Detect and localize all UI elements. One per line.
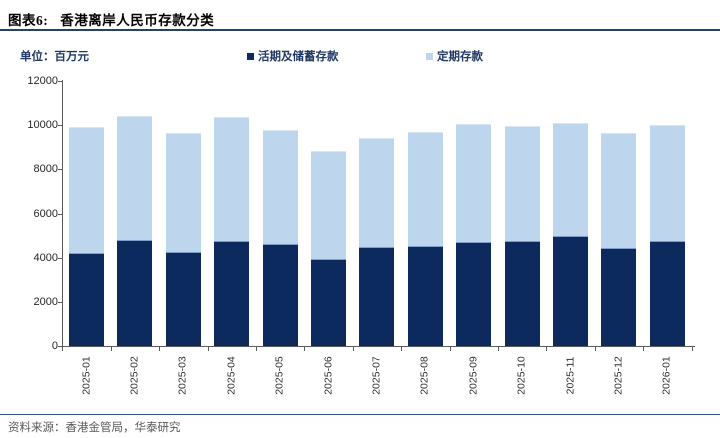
bar-segment-demand-savings	[117, 240, 153, 346]
bar-segment-demand-savings	[311, 258, 346, 346]
bar-segment-time-deposits	[311, 150, 346, 259]
bar-segment-time-deposits	[649, 125, 685, 242]
x-tick-mark	[497, 347, 499, 351]
x-tick-label: 2025-07	[370, 356, 383, 395]
bar-segment-demand-savings	[214, 241, 250, 346]
bar-segment-time-deposits	[69, 127, 104, 254]
legend-item-demand-savings: 活期及储蓄存款	[247, 48, 339, 64]
bar-segment-demand-savings	[553, 235, 588, 346]
x-tick-label: 2025-10	[515, 356, 528, 395]
source-note: 资料来源：香港金管局，华泰研究	[8, 422, 181, 434]
x-tick-label: 2025-04	[225, 356, 238, 395]
bar-segment-time-deposits	[165, 132, 201, 253]
x-tick-mark	[62, 347, 64, 351]
bar-segment-demand-savings	[649, 241, 685, 346]
y-tick-label: 2000	[33, 295, 58, 308]
y-tick-mark	[58, 125, 62, 127]
bar-segment-demand-savings	[165, 252, 201, 346]
y-tick-label: 12000	[27, 75, 58, 87]
bar-segment-demand-savings	[601, 247, 637, 346]
x-tick-label: 2025-08	[418, 356, 431, 395]
unit-label: 单位：百万元	[20, 51, 89, 63]
bar-segment-time-deposits	[504, 126, 540, 242]
x-tick-label: 2026-01	[660, 356, 673, 395]
y-tick-mark	[58, 257, 62, 259]
y-tick-mark	[58, 81, 62, 82]
y-tick-label: 8000	[33, 163, 58, 176]
x-tick-mark	[691, 347, 693, 351]
bar-segment-time-deposits	[214, 117, 250, 242]
x-tick-mark	[449, 347, 451, 351]
legend-label-time-deposits: 定期存款	[437, 51, 483, 63]
x-tick-label: 2025-01	[80, 356, 92, 395]
y-tick-label: 0	[51, 340, 58, 352]
bar-segment-demand-savings	[504, 241, 540, 346]
y-tick-label: 10000	[27, 119, 58, 132]
y-tick-mark	[58, 169, 62, 171]
y-axis-line	[62, 80, 63, 347]
bar-segment-time-deposits	[456, 124, 492, 243]
x-tick-mark	[207, 347, 209, 351]
y-tick-mark	[58, 213, 62, 215]
bar-segment-demand-savings	[456, 242, 492, 346]
bar-segment-time-deposits	[407, 131, 443, 246]
y-tick-mark	[58, 346, 62, 347]
y-tick-mark	[58, 301, 62, 303]
legend-marker-demand-savings-icon	[247, 52, 254, 60]
bar-segment-demand-savings	[359, 246, 395, 346]
bar-segment-demand-savings	[69, 253, 104, 346]
x-tick-label: 2025-03	[176, 356, 189, 395]
figure-number-label: 图表6:	[8, 13, 49, 28]
x-tick-mark	[159, 347, 161, 351]
x-tick-label: 2025-06	[322, 356, 334, 395]
y-tick-label: 4000	[33, 251, 58, 264]
legend-item-time-deposits: 定期存款	[426, 48, 483, 64]
bar-segment-time-deposits	[359, 138, 395, 247]
bar-segment-demand-savings	[407, 245, 443, 346]
x-tick-label: 2025-12	[612, 356, 625, 395]
x-axis-line	[62, 346, 695, 347]
bar-segment-time-deposits	[117, 116, 153, 240]
bar-segment-time-deposits	[262, 129, 298, 245]
x-tick-label: 2025-09	[467, 356, 480, 395]
legend-label-demand-savings: 活期及储蓄存款	[258, 51, 339, 63]
y-tick-label: 6000	[33, 207, 58, 220]
x-tick-mark	[546, 347, 548, 351]
x-tick-label: 2025-11	[564, 356, 576, 395]
x-tick-mark	[255, 347, 257, 351]
figure-title: 图表6: 香港离岸人民币存款分类	[8, 9, 214, 29]
bar-segment-time-deposits	[553, 122, 588, 236]
x-tick-mark	[352, 347, 354, 351]
x-tick-label: 2025-05	[273, 356, 286, 395]
x-tick-mark	[110, 347, 112, 351]
footer-divider	[0, 414, 720, 415]
bar-segment-time-deposits	[601, 132, 637, 248]
bar-segment-demand-savings	[262, 244, 298, 346]
x-tick-mark	[304, 347, 306, 351]
x-tick-mark	[594, 347, 596, 351]
x-tick-mark	[401, 347, 403, 351]
figure-title-text: 香港离岸人民币存款分类	[60, 13, 215, 28]
legend-marker-time-deposits-icon	[426, 52, 433, 60]
x-tick-mark	[643, 347, 645, 351]
title-divider	[0, 29, 720, 31]
x-tick-label: 2025-02	[128, 356, 141, 395]
